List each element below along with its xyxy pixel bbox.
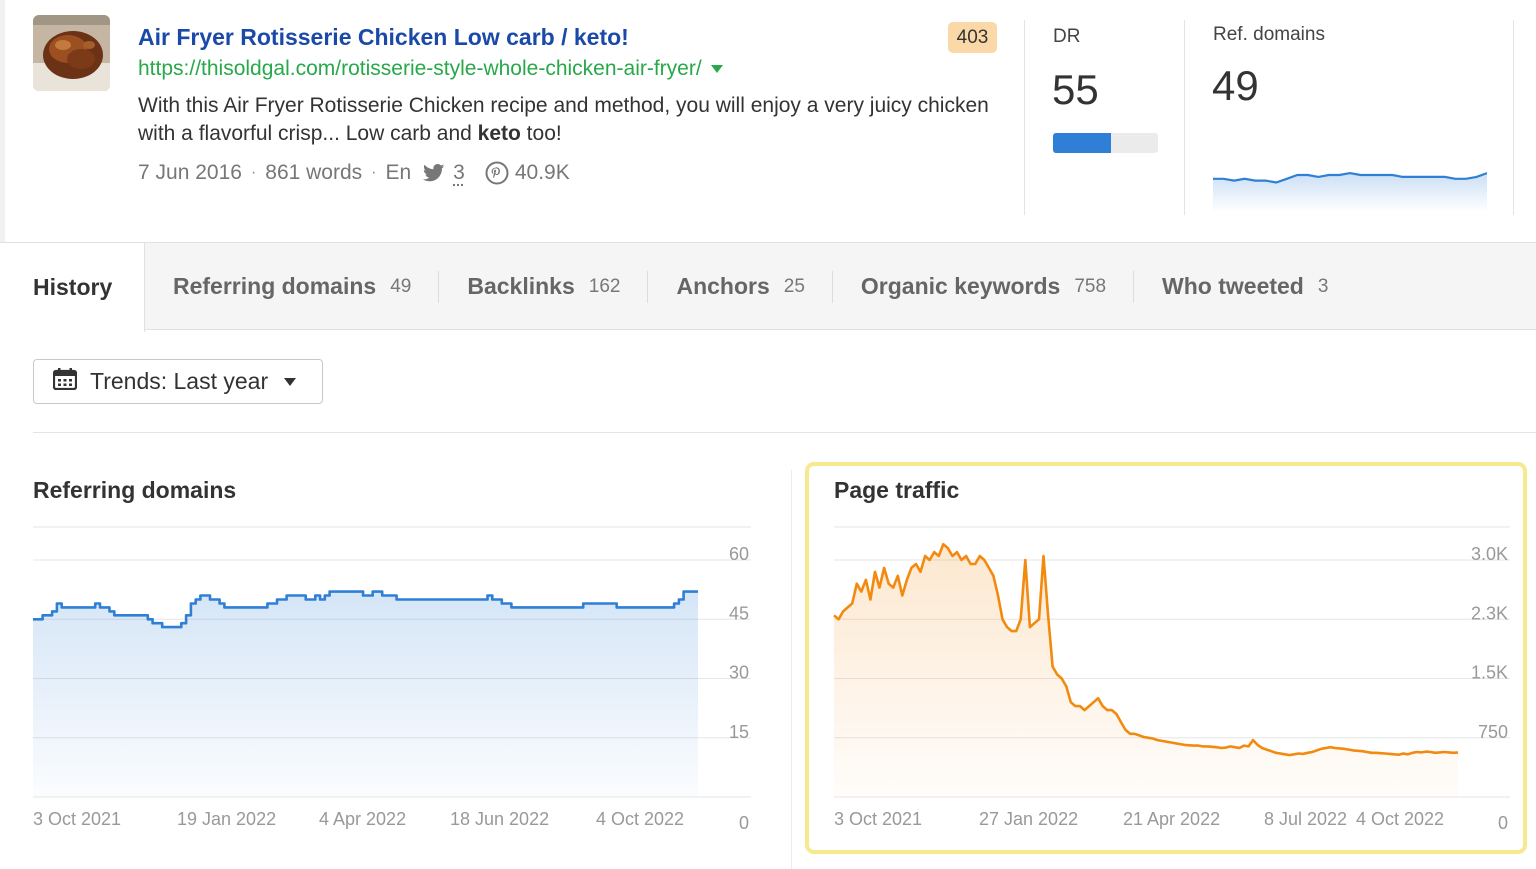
description-bold-keyword: keto <box>477 122 521 145</box>
tab-label: Backlinks <box>467 273 575 299</box>
referring-domains-y-tick-label: 30 <box>729 663 749 683</box>
page-summary-card: Air Fryer Rotisserie Chicken Low carb / … <box>0 0 1536 242</box>
http-status-badge: 403 <box>948 22 997 53</box>
pinterest-icon <box>485 161 509 185</box>
language-code: En <box>385 161 412 184</box>
tab-organic-keywords[interactable]: Organic keywords 758 <box>833 243 1135 330</box>
report-tabs: History Referring domains 49 Backlinks 1… <box>0 242 1536 332</box>
publish-date: 7 Jun 2016 <box>138 161 242 184</box>
page-traffic-y-tick-label: 0 <box>1498 813 1508 833</box>
tab-count: 49 <box>390 275 412 297</box>
section-divider <box>33 432 1536 433</box>
page-traffic-x-tick-label: 8 Jul 2022 <box>1264 809 1347 829</box>
tab-label: Anchors <box>676 273 770 299</box>
page-traffic-y-tick-label: 2.3K <box>1471 603 1508 623</box>
page-traffic-y-tick-label: 1.5K <box>1471 663 1508 683</box>
referring-domains-chart-title: Referring domains <box>33 477 237 503</box>
tab-history[interactable]: History <box>0 243 145 332</box>
word-count: 861 words <box>265 161 363 184</box>
tab-count: 162 <box>588 275 621 297</box>
tab-count: 758 <box>1074 275 1107 297</box>
referring-domains-x-tick-label: 3 Oct 2021 <box>33 809 121 829</box>
page-meta-row: 7 Jun 2016 · 861 words · En 3 40.9K <box>138 161 570 185</box>
dr-progress-bar <box>1053 133 1158 153</box>
referring-domains-x-tick-label: 4 Apr 2022 <box>319 809 406 829</box>
page-traffic-highlight <box>805 462 1527 854</box>
referring-domains-x-tick-label: 18 Jun 2022 <box>450 809 549 829</box>
referring-domains-series-line <box>33 590 698 629</box>
metrics-divider <box>1513 20 1514 215</box>
referring-domains-y-tick-label: 15 <box>729 722 749 742</box>
tab-referring-domains[interactable]: Referring domains 49 <box>145 243 440 330</box>
left-edge <box>0 0 5 242</box>
page-traffic-x-tick-label: 3 Oct 2021 <box>834 809 922 829</box>
referring-domains-y-tick-label: 45 <box>729 603 749 623</box>
referring-domains-x-tick-label: 19 Jan 2022 <box>177 809 276 829</box>
page-description: With this Air Fryer Rotisserie Chicken r… <box>138 92 998 148</box>
referring-domains-y-tick-label: 60 <box>729 544 749 564</box>
trends-dropdown[interactable]: Trends: Last year <box>33 359 323 404</box>
page-url-link[interactable]: https://thisoldgal.com/rotisserie-style-… <box>138 57 702 80</box>
metrics-divider <box>1184 20 1185 215</box>
calendar-icon <box>52 368 78 395</box>
tab-separator <box>647 271 649 303</box>
ref-domains-label: Ref. domains <box>1213 24 1325 45</box>
page-url-row[interactable]: https://thisoldgal.com/rotisserie-style-… <box>138 57 723 81</box>
chicken-thumbnail-image <box>33 15 110 91</box>
page-traffic-x-tick-label: 4 Oct 2022 <box>1356 809 1444 829</box>
tab-anchors[interactable]: Anchors 25 <box>648 243 833 330</box>
tab-separator <box>831 271 833 303</box>
referring-domains-y-tick-label: 0 <box>739 813 749 833</box>
page-traffic-x-tick-label: 27 Jan 2022 <box>979 809 1078 829</box>
page-traffic-series-line <box>833 542 1459 757</box>
description-text: With this Air Fryer Rotisserie Chicken r… <box>138 94 989 145</box>
page-thumbnail[interactable] <box>33 15 110 91</box>
ref-domains-value[interactable]: 49 <box>1212 62 1259 109</box>
tab-label: Organic keywords <box>860 273 1061 299</box>
tab-separator <box>438 271 440 303</box>
charts-divider <box>791 470 792 869</box>
pin-count: 40.9K <box>514 161 570 184</box>
ref-domains-sparkline <box>1213 171 1487 212</box>
dr-progress-fill <box>1053 133 1111 153</box>
chevron-down-icon <box>284 377 297 386</box>
tab-label: History <box>33 274 113 300</box>
sparkline-area <box>1213 173 1487 212</box>
meta-separator: · <box>371 164 377 181</box>
tab-count: 3 <box>1317 275 1329 297</box>
tab-separator <box>1133 271 1135 303</box>
page-traffic-y-tick-label: 3.0K <box>1471 544 1508 564</box>
tab-backlinks[interactable]: Backlinks 162 <box>439 243 649 330</box>
page-title-link[interactable]: Air Fryer Rotisserie Chicken Low carb / … <box>138 24 629 50</box>
referring-domains-x-tick-label: 4 Oct 2022 <box>596 809 684 829</box>
page-traffic-area <box>834 544 1458 797</box>
tab-count: 25 <box>783 275 805 297</box>
tab-label: Who tweeted <box>1162 273 1304 299</box>
url-dropdown-caret-icon[interactable] <box>710 65 723 73</box>
trends-dropdown-label: Trends: Last year <box>90 368 269 394</box>
page-traffic-y-tick-label: 750 <box>1478 722 1508 742</box>
sparkline-line <box>1213 171 1487 184</box>
tweet-count-link[interactable]: 3 <box>453 161 465 184</box>
tab-who-tweeted[interactable]: Who tweeted 3 <box>1134 243 1356 330</box>
metrics-divider <box>1024 20 1025 215</box>
tab-label: Referring domains <box>173 273 377 299</box>
meta-separator: · <box>250 164 257 181</box>
referring-domains-area <box>33 591 698 797</box>
description-text-end: too! <box>520 122 562 145</box>
page-traffic-chart-title: Page traffic <box>834 477 960 503</box>
page-traffic-x-tick-label: 21 Apr 2022 <box>1123 809 1220 829</box>
twitter-icon <box>423 164 445 182</box>
dr-label: DR <box>1053 26 1081 47</box>
dr-value[interactable]: 55 <box>1052 66 1099 113</box>
